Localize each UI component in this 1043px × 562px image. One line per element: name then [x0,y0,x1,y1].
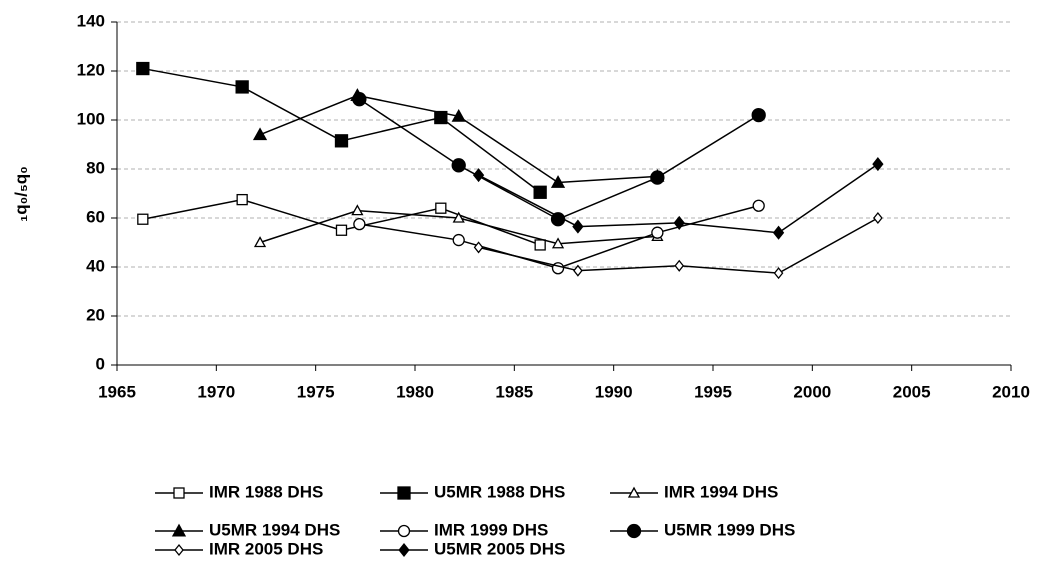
x-tick-label: 2000 [793,382,831,401]
marker [235,80,249,94]
marker [626,523,642,539]
marker [397,524,411,538]
marker [551,237,565,249]
marker [452,233,465,247]
x-tick-label: 1970 [197,382,235,401]
y-tick-label: 140 [77,11,105,30]
marker [651,226,664,239]
legend-label: IMR 2005 DHS [209,539,323,558]
x-tick-label: 1985 [495,382,533,401]
x-tick-label: 1965 [98,382,136,401]
marker [673,215,685,230]
legend-label: U5MR 1994 DHS [209,520,340,539]
legend-label: U5MR 1999 DHS [664,520,795,539]
y-tick-label: 120 [77,60,105,79]
marker [334,134,349,148]
marker [398,542,410,558]
marker [650,170,665,185]
marker [397,486,411,500]
legend-label: IMR 1999 DHS [434,520,548,539]
y-tick-label: 100 [77,109,105,128]
legend-label: U5MR 1988 DHS [434,482,565,501]
marker [136,61,150,76]
x-tick-label: 2010 [992,382,1030,401]
marker [872,157,884,172]
marker [873,211,883,225]
marker [335,224,348,236]
marker [751,107,766,123]
y-tick-label: 80 [86,158,105,177]
marker [252,127,268,141]
marker [573,264,583,277]
y-tick-label: 0 [96,354,105,373]
x-tick-label: 1980 [396,382,434,401]
marker [352,92,367,107]
marker [452,211,465,223]
marker [451,108,466,122]
marker [435,202,447,214]
marker [473,241,484,254]
x-tick-label: 2005 [893,382,931,401]
marker [472,168,485,183]
marker [434,110,448,125]
marker [533,185,547,199]
marker [253,236,267,248]
marker [627,486,641,498]
legend-label: U5MR 2005 DHS [434,539,565,558]
y-axis-label: ₁q₀/₅q₀ [11,166,30,222]
marker [353,217,366,231]
marker [772,225,785,240]
series-line [142,198,541,246]
marker [550,175,566,188]
marker [171,523,187,537]
marker [173,487,185,499]
marker [773,267,784,280]
y-tick-label: 20 [86,305,105,324]
marker [236,193,248,206]
legend-label: IMR 1994 DHS [664,482,778,501]
marker [351,204,364,216]
x-tick-label: 1975 [297,382,335,401]
series-line [358,98,760,221]
marker [534,239,546,251]
x-tick-label: 1990 [595,382,633,401]
marker [174,543,184,557]
x-tick-label: 1995 [694,382,732,401]
marker [572,219,584,234]
marker [451,158,466,173]
marker [752,199,765,212]
y-tick-label: 40 [86,256,105,275]
marker [137,213,149,225]
legend-label: IMR 1988 DHS [209,482,323,501]
marker [674,259,685,272]
y-tick-label: 60 [86,207,105,226]
